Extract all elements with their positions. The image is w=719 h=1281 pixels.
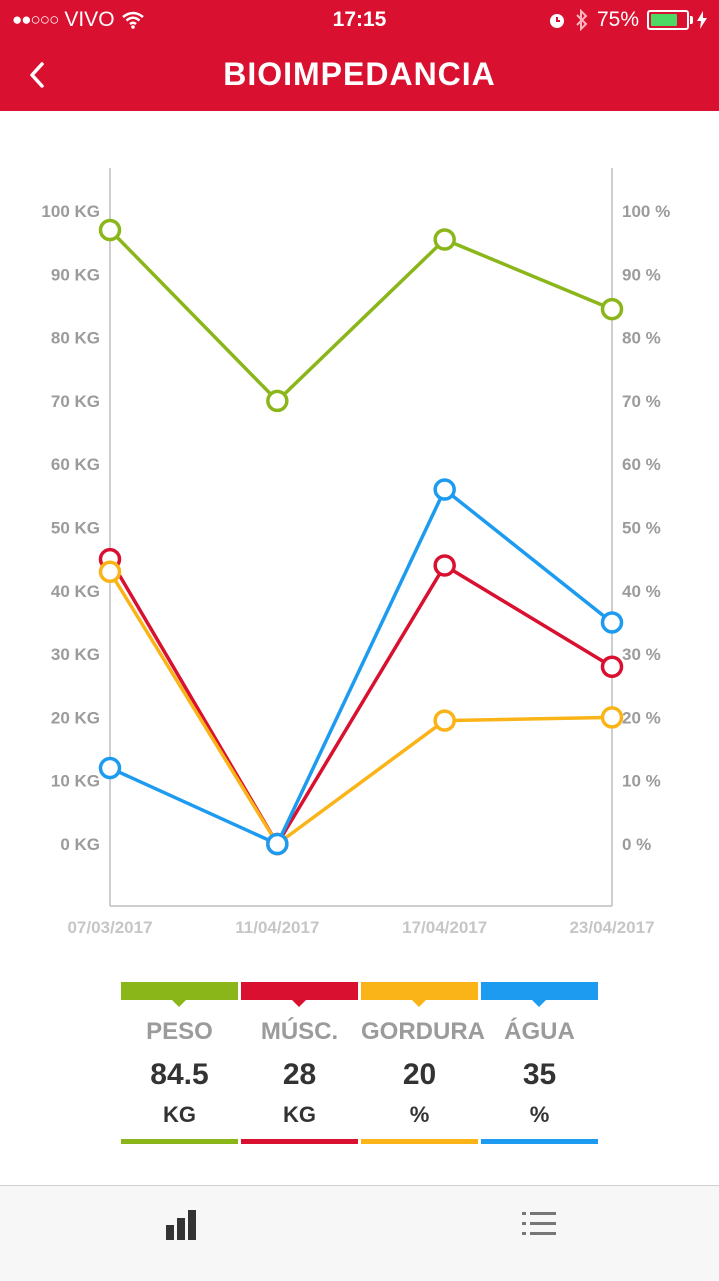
- legend-underline: [121, 1139, 238, 1144]
- legend-item[interactable]: ÁGUA 35%: [481, 982, 598, 1144]
- data-point: [600, 611, 624, 634]
- legend-item[interactable]: PESO 84.5 KG: [121, 982, 238, 1144]
- data-point: [433, 478, 456, 501]
- right-axis-tick-label: 90 %: [622, 265, 661, 284]
- right-axis-tick-label: 60 %: [622, 455, 661, 474]
- x-axis-tick-label: 17/04/2017: [402, 918, 487, 937]
- bluetooth-icon: [576, 9, 588, 31]
- legend-notch-icon: [291, 999, 307, 1007]
- data-point: [433, 709, 456, 732]
- bioimpedance-line-chart: 100 KG 90 KG 80 KG 70 KG 60 KG 50 KG 40 KG 30 K…: [41, 168, 670, 937]
- legend-name: ÁGUA: [504, 1018, 575, 1045]
- data-point: [600, 706, 624, 729]
- left-axis-tick-label: 90 KG: [51, 265, 100, 284]
- data-point: [98, 756, 122, 780]
- legend-name: GORDURA: [361, 1018, 485, 1045]
- legend-name: PESO: [146, 1018, 213, 1045]
- battery-percent: 75%: [596, 8, 639, 31]
- data-point: [600, 655, 624, 679]
- battery-icon: [647, 10, 693, 30]
- left-axis-tick-label: 60 KG: [51, 455, 100, 474]
- legend-value: 28: [282, 1058, 317, 1091]
- carrier-name: VIVO: [64, 8, 115, 31]
- wifi-icon: [121, 11, 144, 29]
- left-axis-tick-label: 40 KG: [51, 582, 100, 601]
- legend-value: 84.5: [150, 1058, 209, 1091]
- series-line: [108, 558, 613, 846]
- left-axis-tick-label: 100 KG: [41, 202, 100, 221]
- left-axis-tick-label: 10 KG: [51, 772, 100, 791]
- alarm-icon: [549, 14, 564, 28]
- data-point: [266, 389, 289, 413]
- legend-underline: [241, 1139, 358, 1144]
- legend-underline: [361, 1139, 478, 1144]
- signal-dots-icon: ●●○○○: [12, 10, 59, 29]
- back-chevron-icon[interactable]: [24, 58, 54, 92]
- status-bar: ●●○○○ VIVO 17:15 75%: [0, 0, 719, 40]
- data-point: [433, 228, 456, 251]
- status-time: 17:15: [332, 8, 387, 31]
- data-point: [266, 832, 289, 856]
- left-axis-tick-label: 0 KG: [60, 835, 100, 854]
- data-point: [98, 218, 122, 242]
- legend-unit: %: [529, 1102, 550, 1127]
- data-point: [98, 560, 122, 584]
- status-left: ●●○○○ VIVO: [12, 8, 145, 32]
- legend-notch-icon: [411, 999, 427, 1007]
- legend-item[interactable]: MÚSC. 28 KG: [241, 982, 358, 1144]
- series-line: [108, 228, 613, 403]
- list-icon[interactable]: [522, 1211, 556, 1237]
- nav-bar: BIOIMPEDANCIA: [0, 40, 719, 111]
- legend-color-bar: [121, 982, 238, 1000]
- bar-chart-icon[interactable]: [164, 1208, 198, 1242]
- series-line: [108, 570, 613, 846]
- legend: PESO 84.5 KG MÚSC. 28 KG GORDURA 20% ÁGUA 35%: [121, 982, 599, 1144]
- battery-fill: [651, 14, 677, 26]
- right-axis-tick-label: 80 %: [622, 329, 661, 348]
- legend-unit: KG: [283, 1102, 316, 1127]
- right-axis-tick-label: 40 %: [622, 582, 661, 601]
- right-axis-tick-label: 50 %: [622, 519, 661, 538]
- legend-value: 35: [522, 1058, 557, 1091]
- legend-notch-icon: [531, 999, 547, 1007]
- right-axis-tick-label: 0 %: [622, 835, 651, 854]
- legend-unit: %: [409, 1102, 430, 1127]
- right-axis-tick-label: 100 %: [622, 202, 670, 221]
- right-axis-tick-label: 30 %: [622, 645, 661, 664]
- x-axis-tick-label: 23/04/2017: [569, 918, 654, 937]
- legend-name: MÚSC.: [260, 1018, 339, 1045]
- left-axis-tick-label: 50 KG: [51, 519, 100, 538]
- left-axis-tick-label: 70 KG: [51, 392, 100, 411]
- x-axis-tick-label: 07/03/2017: [67, 918, 152, 937]
- page-title: BIOIMPEDANCIA: [223, 56, 496, 92]
- legend-color-bar: [361, 982, 478, 1000]
- legend-unit: KG: [163, 1102, 196, 1127]
- header-bar: ●●○○○ VIVO 17:15 75%: [0, 0, 719, 111]
- legend-value: 20: [402, 1058, 437, 1091]
- status-right: 75%: [547, 8, 707, 32]
- right-axis-tick-label: 70 %: [622, 392, 661, 411]
- right-axis-tick-label: 10 %: [622, 772, 661, 791]
- left-axis-tick-label: 30 KG: [51, 645, 100, 664]
- data-point: [600, 297, 624, 321]
- series-line: [109, 487, 614, 846]
- legend-item[interactable]: GORDURA 20%: [361, 982, 485, 1144]
- left-axis-tick-label: 20 KG: [51, 708, 100, 727]
- legend-color-bar: [481, 982, 598, 1000]
- legend-notch-icon: [171, 999, 187, 1007]
- x-axis-tick-label: 11/04/2017: [235, 918, 319, 937]
- left-axis-tick-label: 80 KG: [51, 329, 100, 348]
- legend-underline: [481, 1139, 598, 1144]
- data-point: [433, 554, 456, 577]
- legend-color-bar: [241, 982, 358, 1000]
- charging-icon: [697, 11, 707, 29]
- tab-bar: [0, 1185, 719, 1281]
- right-axis-tick-label: 20 %: [622, 708, 661, 727]
